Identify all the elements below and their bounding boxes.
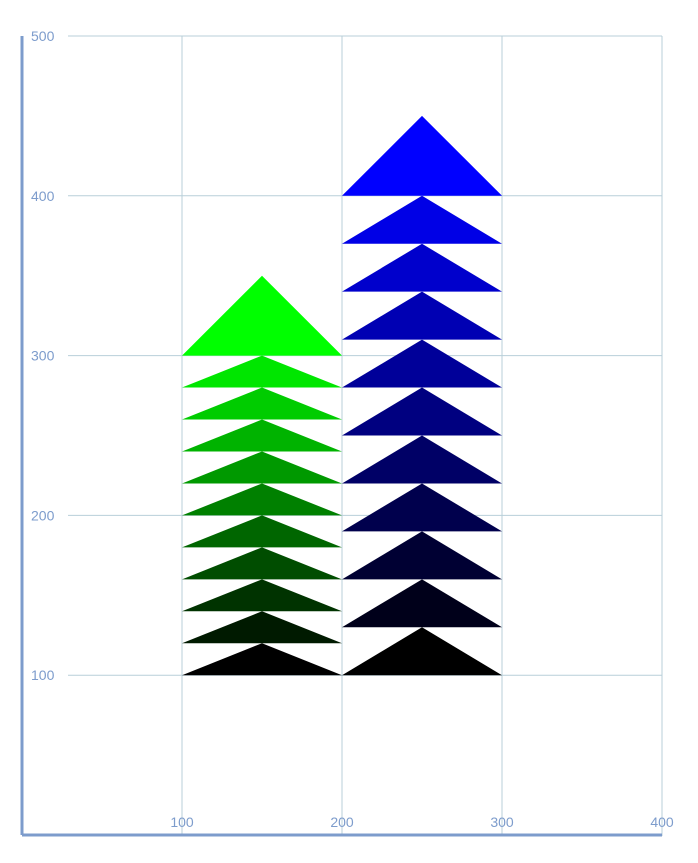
axes [20,36,662,837]
series-0-tier-10 [182,275,342,356]
x-tick-label-100: 100 [170,814,194,830]
y-tick-label-500: 500 [31,28,55,44]
tick-labels: 100 200 300 400 100 200 300 400 500 [31,28,674,830]
series-1-tier-0 [342,627,502,676]
series-0-tier-3 [182,547,342,580]
series-0-tier-7 [182,419,342,452]
series-1-tier-6 [342,339,502,388]
grid [68,35,663,836]
series-0-tier-9 [182,355,342,388]
series-1-tier-5 [342,387,502,436]
x-tick-label-200: 200 [330,814,354,830]
series-1-tier-7 [342,291,502,340]
series-1-tier-9 [342,195,502,244]
y-tick-label-200: 200 [31,507,55,523]
series-0-tier-4 [182,515,342,548]
series-0-tier-2 [182,579,342,612]
series-0-tier-1 [182,611,342,644]
y-tick-label-300: 300 [31,348,55,364]
series-1-tier-1 [342,579,502,628]
x-tick-label-400: 400 [650,814,674,830]
series-0-tier-8 [182,387,342,420]
series-0-tier-0 [182,643,342,676]
series-1-tier-8 [342,243,502,292]
y-tick-label-400: 400 [31,188,55,204]
series-1-tier-3 [342,483,502,532]
y-tick-label-100: 100 [31,667,55,683]
series-0-tier-6 [182,451,342,484]
series-1-tier-2 [342,531,502,580]
series-0-tier-5 [182,483,342,516]
plot-area [182,115,502,676]
series-1-tier-10 [342,115,502,196]
series-1-tier-4 [342,435,502,484]
x-tick-label-300: 300 [490,814,514,830]
